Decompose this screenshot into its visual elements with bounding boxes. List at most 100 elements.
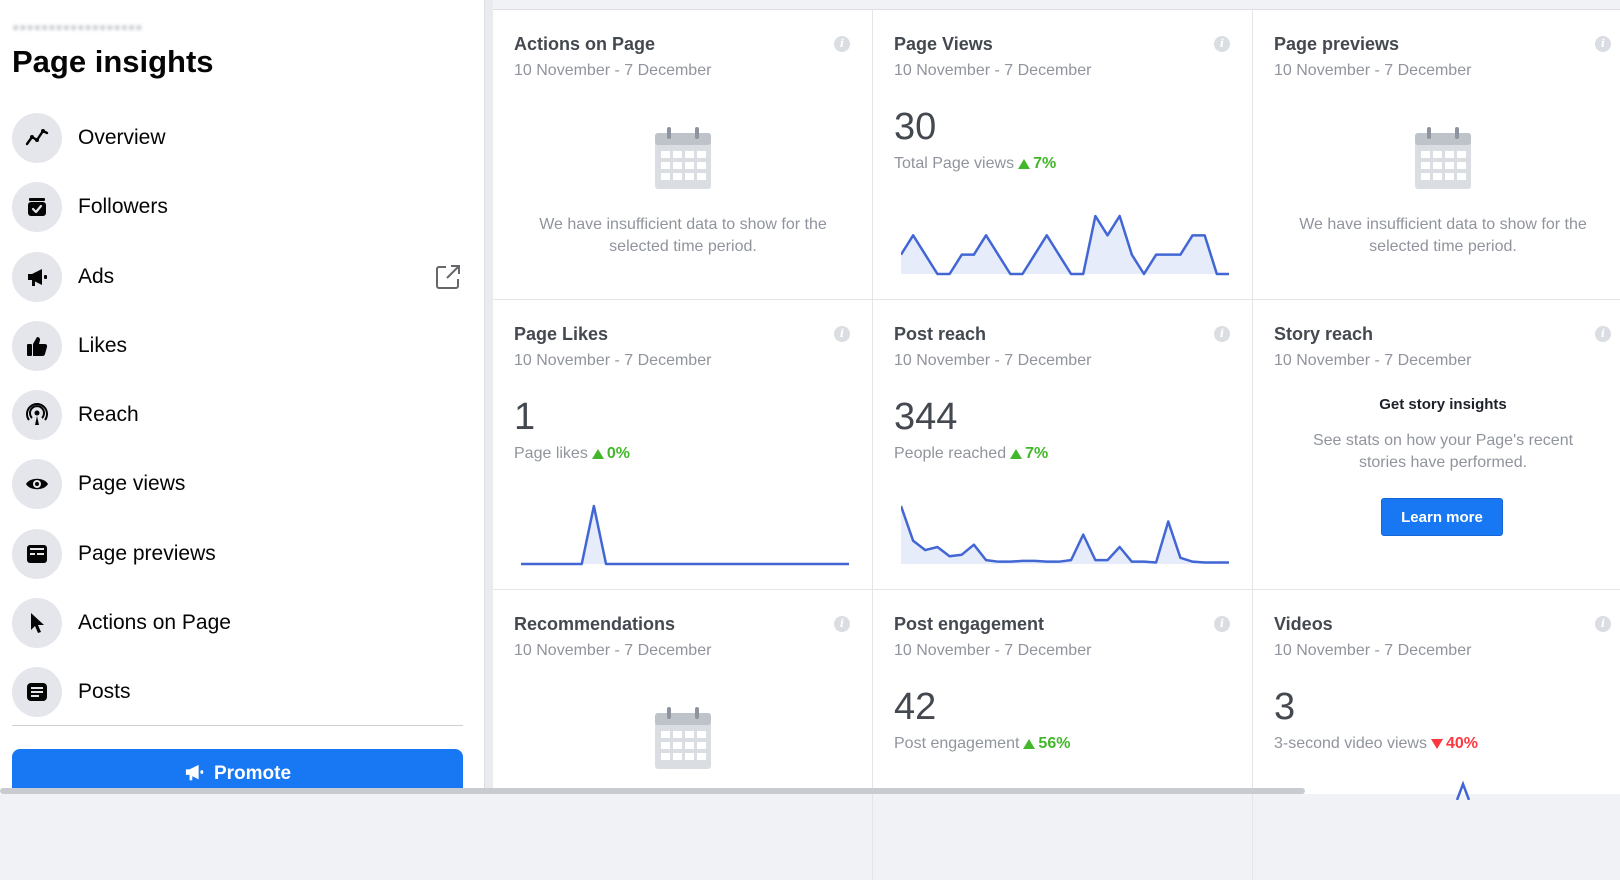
- story-insights-title: Get story insights: [1379, 396, 1507, 413]
- card-date: 10 November - 7 December: [894, 62, 1092, 79]
- info-icon[interactable]: i: [1214, 616, 1230, 632]
- card-title: Videos: [1274, 614, 1333, 634]
- calendar-icon: [655, 707, 711, 769]
- trend-down-icon: [1430, 738, 1443, 749]
- info-icon[interactable]: i: [1214, 326, 1230, 342]
- card-title: Page previews: [1274, 34, 1400, 54]
- card-title: Post reach: [894, 324, 987, 344]
- card-date: 10 November - 7 December: [1274, 62, 1472, 79]
- calendar-icon: [655, 127, 711, 189]
- metric-label: Page likes 0%: [514, 445, 630, 462]
- metric-label: 3-second video views 40%: [1274, 735, 1478, 752]
- promote-label: Promote: [213, 763, 292, 784]
- sparkline-line: [521, 504, 849, 566]
- info-icon[interactable]: i: [1214, 36, 1230, 52]
- sparkline-line: [901, 214, 1229, 276]
- sidebar-item-label: Posts: [78, 680, 131, 703]
- sparkline-area: [521, 506, 849, 564]
- sidebar-item-actions-on-page[interactable]: Actions on Page: [12, 595, 462, 651]
- card-page-views[interactable]: Page Views 10 November - 7 December i 30…: [873, 10, 1253, 300]
- card-date: 10 November - 7 December: [514, 642, 712, 659]
- sidebar-item-label: Actions on Page: [78, 611, 231, 634]
- story-insights-description: See stats on how your Page's recent stor…: [1312, 432, 1574, 471]
- calendar-icon: [1415, 127, 1471, 189]
- trend-line-icon: [12, 113, 62, 163]
- card-date: 10 November - 7 December: [1274, 352, 1472, 369]
- broadcast-icon: [12, 390, 62, 440]
- panel-gutter: [485, 0, 493, 794]
- card-videos[interactable]: Videos 10 November - 7 December i 3 3-se…: [1253, 590, 1620, 880]
- delta-percent: 0%: [606, 445, 630, 462]
- sidebar-item-reach[interactable]: Reach: [12, 387, 462, 443]
- learn-more-button[interactable]: Learn more: [1381, 498, 1503, 536]
- sparkline-area: [901, 506, 1229, 564]
- sidebar-item-ads[interactable]: Ads: [12, 249, 462, 305]
- sidebar-item-overview[interactable]: Overview: [12, 110, 462, 166]
- card-date: 10 November - 7 December: [894, 352, 1092, 369]
- delta-percent: 40%: [1445, 735, 1478, 752]
- trend-up-icon: [1010, 448, 1023, 459]
- sidebar-item-page-views[interactable]: Page views: [12, 456, 462, 512]
- card-title: Post engagement: [894, 614, 1045, 634]
- horizontal-scrollbar[interactable]: [0, 788, 1305, 794]
- cursor-icon: [12, 598, 62, 648]
- metric-value: 30: [894, 106, 937, 148]
- card-actions-on-page: Actions on Page 10 November - 7 December…: [493, 10, 873, 300]
- trend-up-icon: [591, 448, 604, 459]
- card-title: Page Views: [894, 34, 993, 54]
- external-link-icon[interactable]: [434, 263, 462, 291]
- sidebar-item-label: Ads: [78, 265, 115, 288]
- card-title: Page Likes: [514, 324, 609, 344]
- page-title: Page insights: [12, 44, 214, 79]
- card-story-reach: Story reach 10 November - 7 December i G…: [1253, 300, 1620, 590]
- card-date: 10 November - 7 December: [894, 642, 1092, 659]
- sparkline-page-likes: [521, 504, 849, 566]
- megaphone-icon: [12, 252, 62, 302]
- info-icon[interactable]: i: [834, 616, 850, 632]
- promote-button[interactable]: Promote: [12, 749, 463, 794]
- card-title: Story reach: [1274, 324, 1374, 344]
- metric-label: Total Page views 7%: [894, 155, 1057, 172]
- card-title: Actions on Page: [514, 34, 656, 54]
- followers-icon: [12, 182, 62, 232]
- metric-value: 42: [894, 686, 937, 728]
- card-date: 10 November - 7 December: [514, 352, 712, 369]
- sidebar-item-label: Reach: [78, 403, 139, 426]
- info-icon[interactable]: i: [834, 326, 850, 342]
- delta-percent: 7%: [1025, 445, 1049, 462]
- delta-percent: 56%: [1038, 735, 1071, 752]
- card-page-likes[interactable]: Page Likes 10 November - 7 December i 1 …: [493, 300, 873, 590]
- card-recommendations: Recommendations 10 November - 7 December…: [493, 590, 873, 880]
- sidebar-item-label: Page views: [78, 472, 186, 495]
- sidebar-item-likes[interactable]: Likes: [12, 318, 462, 374]
- blurred-breadcrumb: ●●●●●●●●●●●●●●●●●●: [12, 20, 143, 34]
- info-icon[interactable]: i: [1595, 616, 1611, 632]
- sidebar-item-followers[interactable]: Followers: [12, 179, 462, 235]
- card-page-previews: Page previews 10 November - 7 December i…: [1253, 10, 1620, 300]
- megaphone-icon: [185, 764, 204, 781]
- preview-card-icon: [12, 529, 62, 579]
- insufficient-data-text: We have insufficient data to show for th…: [539, 216, 827, 255]
- info-icon[interactable]: i: [1595, 326, 1611, 342]
- trend-up-icon: [1018, 158, 1031, 169]
- card-post-engagement[interactable]: Post engagement 10 November - 7 December…: [873, 590, 1253, 880]
- sidebar-item-page-previews[interactable]: Page previews: [12, 526, 462, 582]
- sparkline-line: [901, 505, 1229, 564]
- sidebar-item-label: Followers: [78, 195, 168, 218]
- sidebar-item-posts[interactable]: Posts: [12, 664, 462, 720]
- info-icon[interactable]: i: [834, 36, 850, 52]
- metric-value: 1: [514, 396, 536, 438]
- card-title: Recommendations: [514, 614, 676, 634]
- trend-up-icon: [1023, 738, 1036, 749]
- sidebar-item-label: Overview: [78, 126, 166, 149]
- metric-value: 3: [1274, 686, 1296, 728]
- insufficient-data-text: We have insufficient data to show for th…: [1299, 216, 1587, 255]
- thumbs-up-icon: [12, 321, 62, 371]
- info-icon[interactable]: i: [1595, 36, 1611, 52]
- card-post-reach[interactable]: Post reach 10 November - 7 December i 34…: [873, 300, 1253, 590]
- insights-grid: Actions on Page 10 November - 7 December…: [493, 9, 1620, 880]
- eye-icon: [12, 459, 62, 509]
- sidebar-item-label: Page previews: [78, 542, 216, 565]
- sparkline-post-reach: [901, 505, 1229, 564]
- delta-percent: 7%: [1033, 155, 1057, 172]
